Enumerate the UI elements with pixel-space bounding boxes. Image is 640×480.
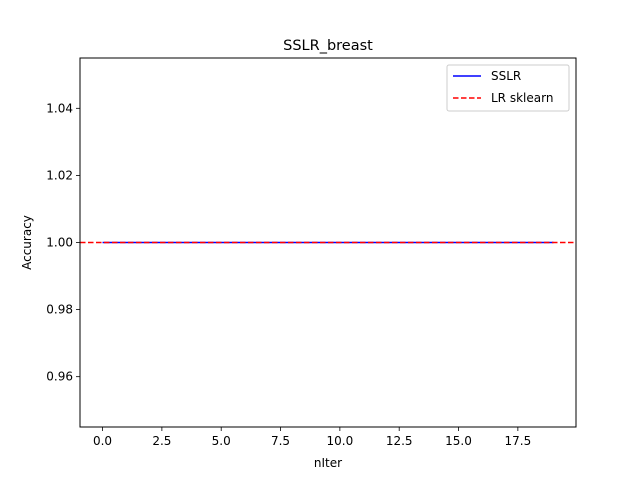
x-tick-label: 10.0 [327, 434, 354, 448]
chart-title: SSLR_breast [283, 38, 373, 54]
y-tick-label: 0.96 [46, 370, 73, 384]
x-tick-label: 2.5 [152, 434, 171, 448]
x-tick-label: 12.5 [386, 434, 413, 448]
legend-label-sslr: SSLR [491, 69, 521, 83]
plot-area [79, 57, 577, 428]
x-tick-label: 15.0 [445, 434, 472, 448]
y-axis: 0.96 0.98 1.00 1.02 1.04 [46, 101, 80, 384]
x-axis: 0.0 2.5 5.0 7.5 10.0 12.5 15.0 17.5 [93, 427, 531, 448]
y-tick-label: 0.98 [46, 303, 73, 317]
y-axis-label: Accuracy [20, 215, 34, 270]
x-tick-label: 7.5 [271, 434, 290, 448]
x-tick-label: 0.0 [93, 434, 112, 448]
x-axis-label: nIter [314, 456, 342, 470]
y-tick-label: 1.02 [46, 168, 73, 182]
y-tick-label: 1.00 [46, 236, 73, 250]
legend: SSLR LR sklearn [446, 64, 570, 112]
legend-label-lr-sklearn: LR sklearn [491, 91, 553, 105]
y-tick-label: 1.04 [46, 101, 73, 115]
x-tick-label: 5.0 [212, 434, 231, 448]
x-tick-label: 17.5 [504, 434, 531, 448]
